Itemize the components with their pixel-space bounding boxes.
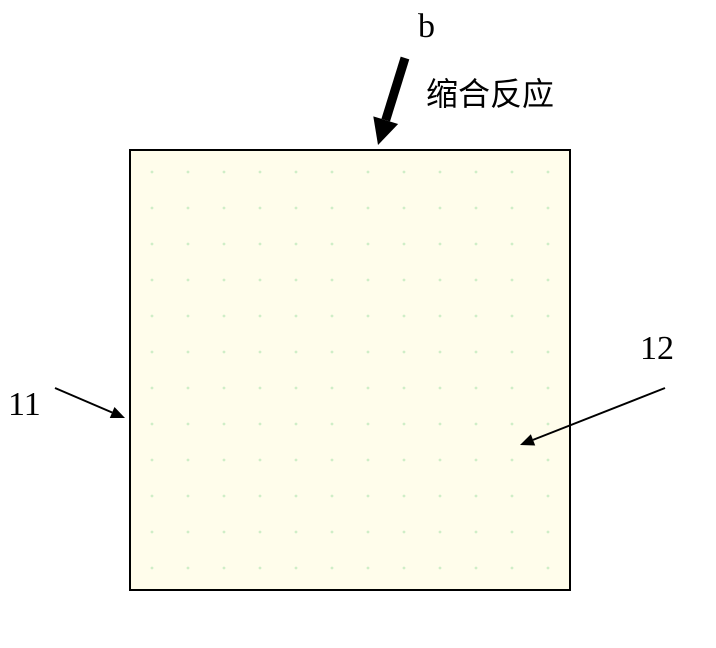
label-b: b xyxy=(418,10,435,44)
arrow-left-shaft xyxy=(55,388,112,412)
reaction-box xyxy=(130,150,570,590)
diagram-svg xyxy=(0,0,716,648)
diagram-canvas: b 缩合反应 11 12 xyxy=(0,0,716,648)
arrow-top-shaft xyxy=(386,58,405,120)
arrow-top-head xyxy=(373,116,398,145)
label-right-callout: 12 xyxy=(640,332,674,366)
label-reaction: 缩合反应 xyxy=(426,78,554,110)
label-left-callout: 11 xyxy=(8,388,41,422)
